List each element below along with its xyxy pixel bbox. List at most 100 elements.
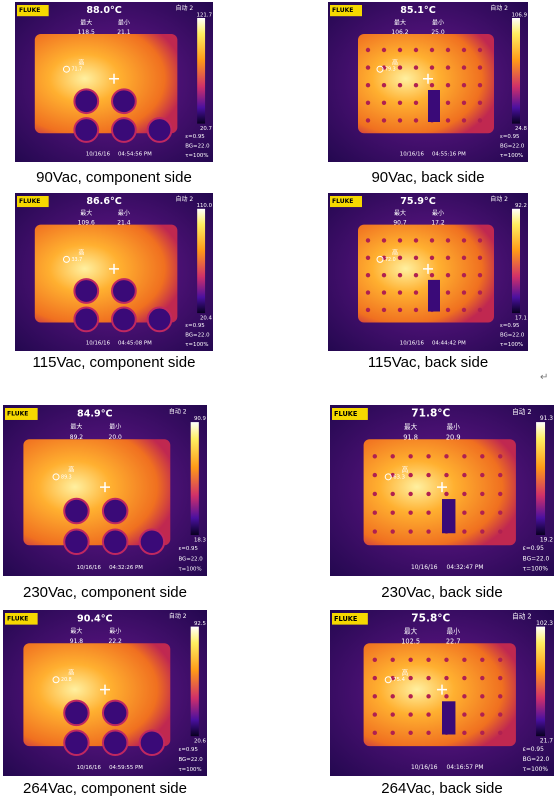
- thermal-image: FLUKE 84.9°C 最大 89.2 最小 20.0 自动 2 90.9 18.3 89.3高…: [3, 405, 207, 576]
- via: [372, 657, 377, 662]
- mode: 自动 2: [175, 195, 193, 203]
- hot-marker: 高: [402, 465, 409, 474]
- spot-marker: [384, 676, 392, 684]
- brand-badge: [17, 5, 49, 17]
- emissivity: ε=0.95: [185, 323, 204, 329]
- via: [372, 491, 377, 497]
- transmission: τ=100%: [523, 767, 549, 773]
- emissivity: ε=0.95: [178, 747, 197, 753]
- via: [498, 657, 503, 662]
- via: [445, 290, 451, 295]
- via: [390, 454, 395, 459]
- return-mark: ↵: [540, 372, 549, 383]
- via: [462, 694, 467, 699]
- scale-max: 92.2: [515, 203, 527, 209]
- via: [462, 730, 467, 736]
- max-value: 109.6: [78, 220, 95, 227]
- via: [480, 472, 485, 478]
- capacitor: [111, 88, 137, 115]
- via: [372, 694, 377, 699]
- capacitor: [138, 729, 166, 757]
- transmission: τ=100%: [185, 153, 208, 159]
- capacitor: [101, 729, 129, 757]
- via: [408, 694, 413, 699]
- via: [461, 290, 467, 295]
- via: [390, 529, 395, 534]
- capacitor: [63, 729, 90, 757]
- thermal-image: FLUKE 88.0°C 最大 118.5 最小 21.1 自动 2 121.7 20.7 71.…: [15, 2, 213, 162]
- scale-min: 17.1: [515, 315, 527, 321]
- spot-value: 33.7: [71, 257, 82, 263]
- via: [480, 712, 485, 717]
- max-value: 89.2: [70, 434, 84, 441]
- via: [461, 100, 467, 106]
- via: [390, 694, 395, 699]
- via: [462, 510, 467, 515]
- center-temp: 84.9°C: [77, 409, 113, 420]
- via: [462, 472, 467, 478]
- mode: 自动 2: [490, 4, 508, 12]
- via: [426, 657, 431, 662]
- crosshair: [100, 482, 110, 493]
- crosshair: [109, 73, 119, 84]
- bg-temp: BG=22.0: [185, 333, 210, 339]
- spot-value: 20.8: [61, 677, 72, 683]
- time: 04:32:26 PM: [109, 565, 143, 571]
- via: [445, 83, 451, 88]
- time: 04:32:47 PM: [446, 565, 483, 571]
- via: [365, 290, 371, 295]
- via: [372, 454, 377, 459]
- crosshair: [423, 73, 433, 84]
- via: [498, 675, 503, 681]
- via: [372, 529, 377, 534]
- via: [397, 238, 403, 243]
- via: [480, 510, 485, 515]
- transmission: τ=100%: [500, 153, 523, 159]
- hot-marker: 高: [402, 668, 409, 677]
- board: [363, 439, 516, 546]
- bg-temp: BG=22.0: [185, 144, 210, 150]
- min-label: 最小: [109, 627, 121, 635]
- color-scale: [536, 626, 546, 737]
- capacitor: [73, 306, 100, 333]
- emissivity: ε=0.95: [500, 134, 519, 140]
- bg-temp: BG=22.0: [523, 757, 550, 763]
- min-label: 最小: [447, 422, 461, 431]
- via: [397, 118, 403, 123]
- via: [381, 118, 387, 123]
- spot-marker: [62, 255, 70, 263]
- via: [408, 472, 413, 478]
- min-label: 最小: [109, 423, 121, 431]
- via: [477, 83, 483, 88]
- time: 04:59:55 PM: [109, 765, 143, 771]
- brand-badge: [332, 408, 368, 420]
- via: [397, 290, 403, 295]
- min-label: 最小: [432, 18, 444, 26]
- spot-marker: [52, 473, 60, 481]
- date: 10/16/16: [411, 565, 438, 571]
- via: [365, 238, 371, 243]
- via: [480, 694, 485, 699]
- min-value: 20.0: [109, 434, 123, 441]
- center-temp: 71.8°C: [411, 408, 450, 420]
- via: [397, 307, 403, 313]
- via: [462, 491, 467, 497]
- via: [444, 491, 449, 497]
- via: [498, 472, 503, 478]
- via: [498, 694, 503, 699]
- brand: FLUKE: [19, 7, 40, 14]
- via: [498, 491, 503, 497]
- via: [480, 529, 485, 534]
- scale-max: 106.9: [512, 12, 528, 18]
- min-value: 20.9: [446, 433, 461, 441]
- via: [372, 712, 377, 717]
- via: [445, 272, 451, 278]
- via: [444, 472, 449, 478]
- thermal-image: FLUKE 75.9°C 最大 90.7 最小 17.2 自动 2 92.2 17.1 72.0高…: [328, 193, 528, 351]
- mode: 自动 2: [175, 4, 193, 12]
- bg-temp: BG=22.0: [523, 556, 550, 562]
- spot-marker: [376, 65, 384, 73]
- via: [390, 712, 395, 717]
- via: [397, 255, 403, 260]
- brand-badge: [5, 613, 38, 625]
